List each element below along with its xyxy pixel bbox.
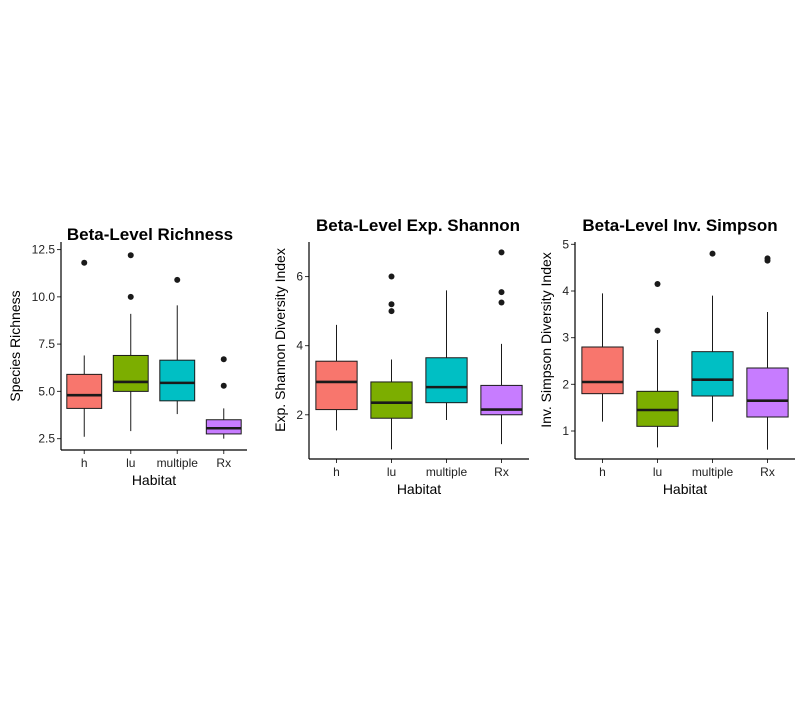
box-lu bbox=[636, 281, 679, 448]
box-rect bbox=[581, 346, 624, 395]
outlier-point bbox=[127, 293, 134, 300]
box-rect bbox=[66, 373, 103, 409]
x-tick-label: lu bbox=[387, 465, 396, 479]
outlier-point bbox=[388, 301, 395, 308]
y-axis-label: Species Richness bbox=[7, 290, 23, 401]
outlier-point bbox=[220, 382, 227, 389]
x-tick-label: lu bbox=[126, 456, 135, 470]
box-rect bbox=[315, 360, 358, 411]
y-tick-label: 4 bbox=[562, 284, 569, 298]
box-lu bbox=[370, 273, 413, 450]
outlier-point bbox=[220, 356, 227, 363]
x-tick-label: Rx bbox=[216, 456, 231, 470]
y-axis-label: Inv. Simpson Diversity Index bbox=[538, 252, 554, 428]
box-multiple bbox=[691, 250, 734, 422]
outlier-point bbox=[81, 259, 88, 266]
outlier-point bbox=[764, 255, 771, 262]
y-tick-label: 7.5 bbox=[38, 337, 55, 351]
outlier-point bbox=[654, 281, 661, 287]
outlier-point bbox=[498, 289, 505, 296]
outlier-point bbox=[174, 276, 181, 283]
x-axis-label: Habitat bbox=[663, 481, 707, 497]
outlier-point bbox=[654, 327, 661, 334]
y-tick-label: 3 bbox=[562, 331, 569, 345]
box-Rx bbox=[746, 255, 789, 450]
outlier-point bbox=[388, 308, 395, 315]
x-tick-label: lu bbox=[653, 465, 662, 479]
y-tick-label: 2.5 bbox=[38, 432, 55, 446]
y-tick-label: 12.5 bbox=[32, 243, 56, 257]
box-Rx bbox=[480, 249, 523, 445]
x-tick-label: h bbox=[599, 465, 606, 479]
y-tick-label: 10.0 bbox=[32, 290, 56, 304]
y-tick-label: 5.0 bbox=[38, 384, 55, 398]
x-tick-label: Rx bbox=[760, 465, 775, 479]
box-h bbox=[66, 259, 103, 437]
y-axis-label: Exp. Shannon Diversity Index bbox=[272, 248, 288, 432]
chart-panel-3: Beta-Level Inv. Simpson Inv. Simpson Dive… bbox=[538, 216, 795, 497]
x-tick-label: h bbox=[81, 456, 88, 470]
y-tick-label: 2 bbox=[296, 408, 303, 422]
chart-panel-2: Beta-Level Exp. Shannon Exp. Shannon Dive… bbox=[272, 216, 529, 497]
outlier-point bbox=[388, 273, 395, 280]
chart-title: Beta-Level Inv. Simpson bbox=[582, 216, 777, 235]
outlier-point bbox=[498, 249, 505, 256]
y-tick-label: 4 bbox=[296, 339, 303, 353]
box-rect bbox=[205, 419, 242, 435]
y-tick-label: 1 bbox=[562, 424, 569, 438]
x-tick-label: multiple bbox=[157, 456, 199, 470]
x-tick-label: multiple bbox=[426, 465, 468, 479]
x-axis-label: Habitat bbox=[132, 472, 176, 488]
chart-title: Beta-Level Richness bbox=[67, 225, 233, 244]
x-tick-label: Rx bbox=[494, 465, 509, 479]
box-rect bbox=[746, 367, 789, 418]
y-tick-label: 2 bbox=[562, 377, 569, 391]
y-tick-label: 5 bbox=[562, 237, 569, 251]
x-tick-label: multiple bbox=[692, 465, 734, 479]
x-axis-label: Habitat bbox=[397, 481, 441, 497]
chart-panel-1: Beta-Level Richness Species Richness Habit… bbox=[7, 225, 247, 488]
box-rect bbox=[159, 359, 196, 402]
box-multiple bbox=[159, 276, 196, 415]
box-rect bbox=[112, 354, 149, 392]
box-h bbox=[581, 293, 624, 422]
box-Rx bbox=[205, 356, 242, 439]
box-rect bbox=[691, 351, 734, 397]
box-h bbox=[315, 324, 358, 431]
x-tick-label: h bbox=[333, 465, 340, 479]
outlier-point bbox=[127, 252, 134, 259]
box-multiple bbox=[425, 290, 468, 420]
box-rect bbox=[425, 357, 468, 404]
outlier-point bbox=[709, 250, 716, 257]
box-lu bbox=[112, 252, 149, 432]
outlier-point bbox=[498, 299, 505, 306]
chart-title: Beta-Level Exp. Shannon bbox=[316, 216, 520, 235]
box-rect bbox=[370, 381, 413, 419]
y-tick-label: 6 bbox=[296, 270, 303, 284]
